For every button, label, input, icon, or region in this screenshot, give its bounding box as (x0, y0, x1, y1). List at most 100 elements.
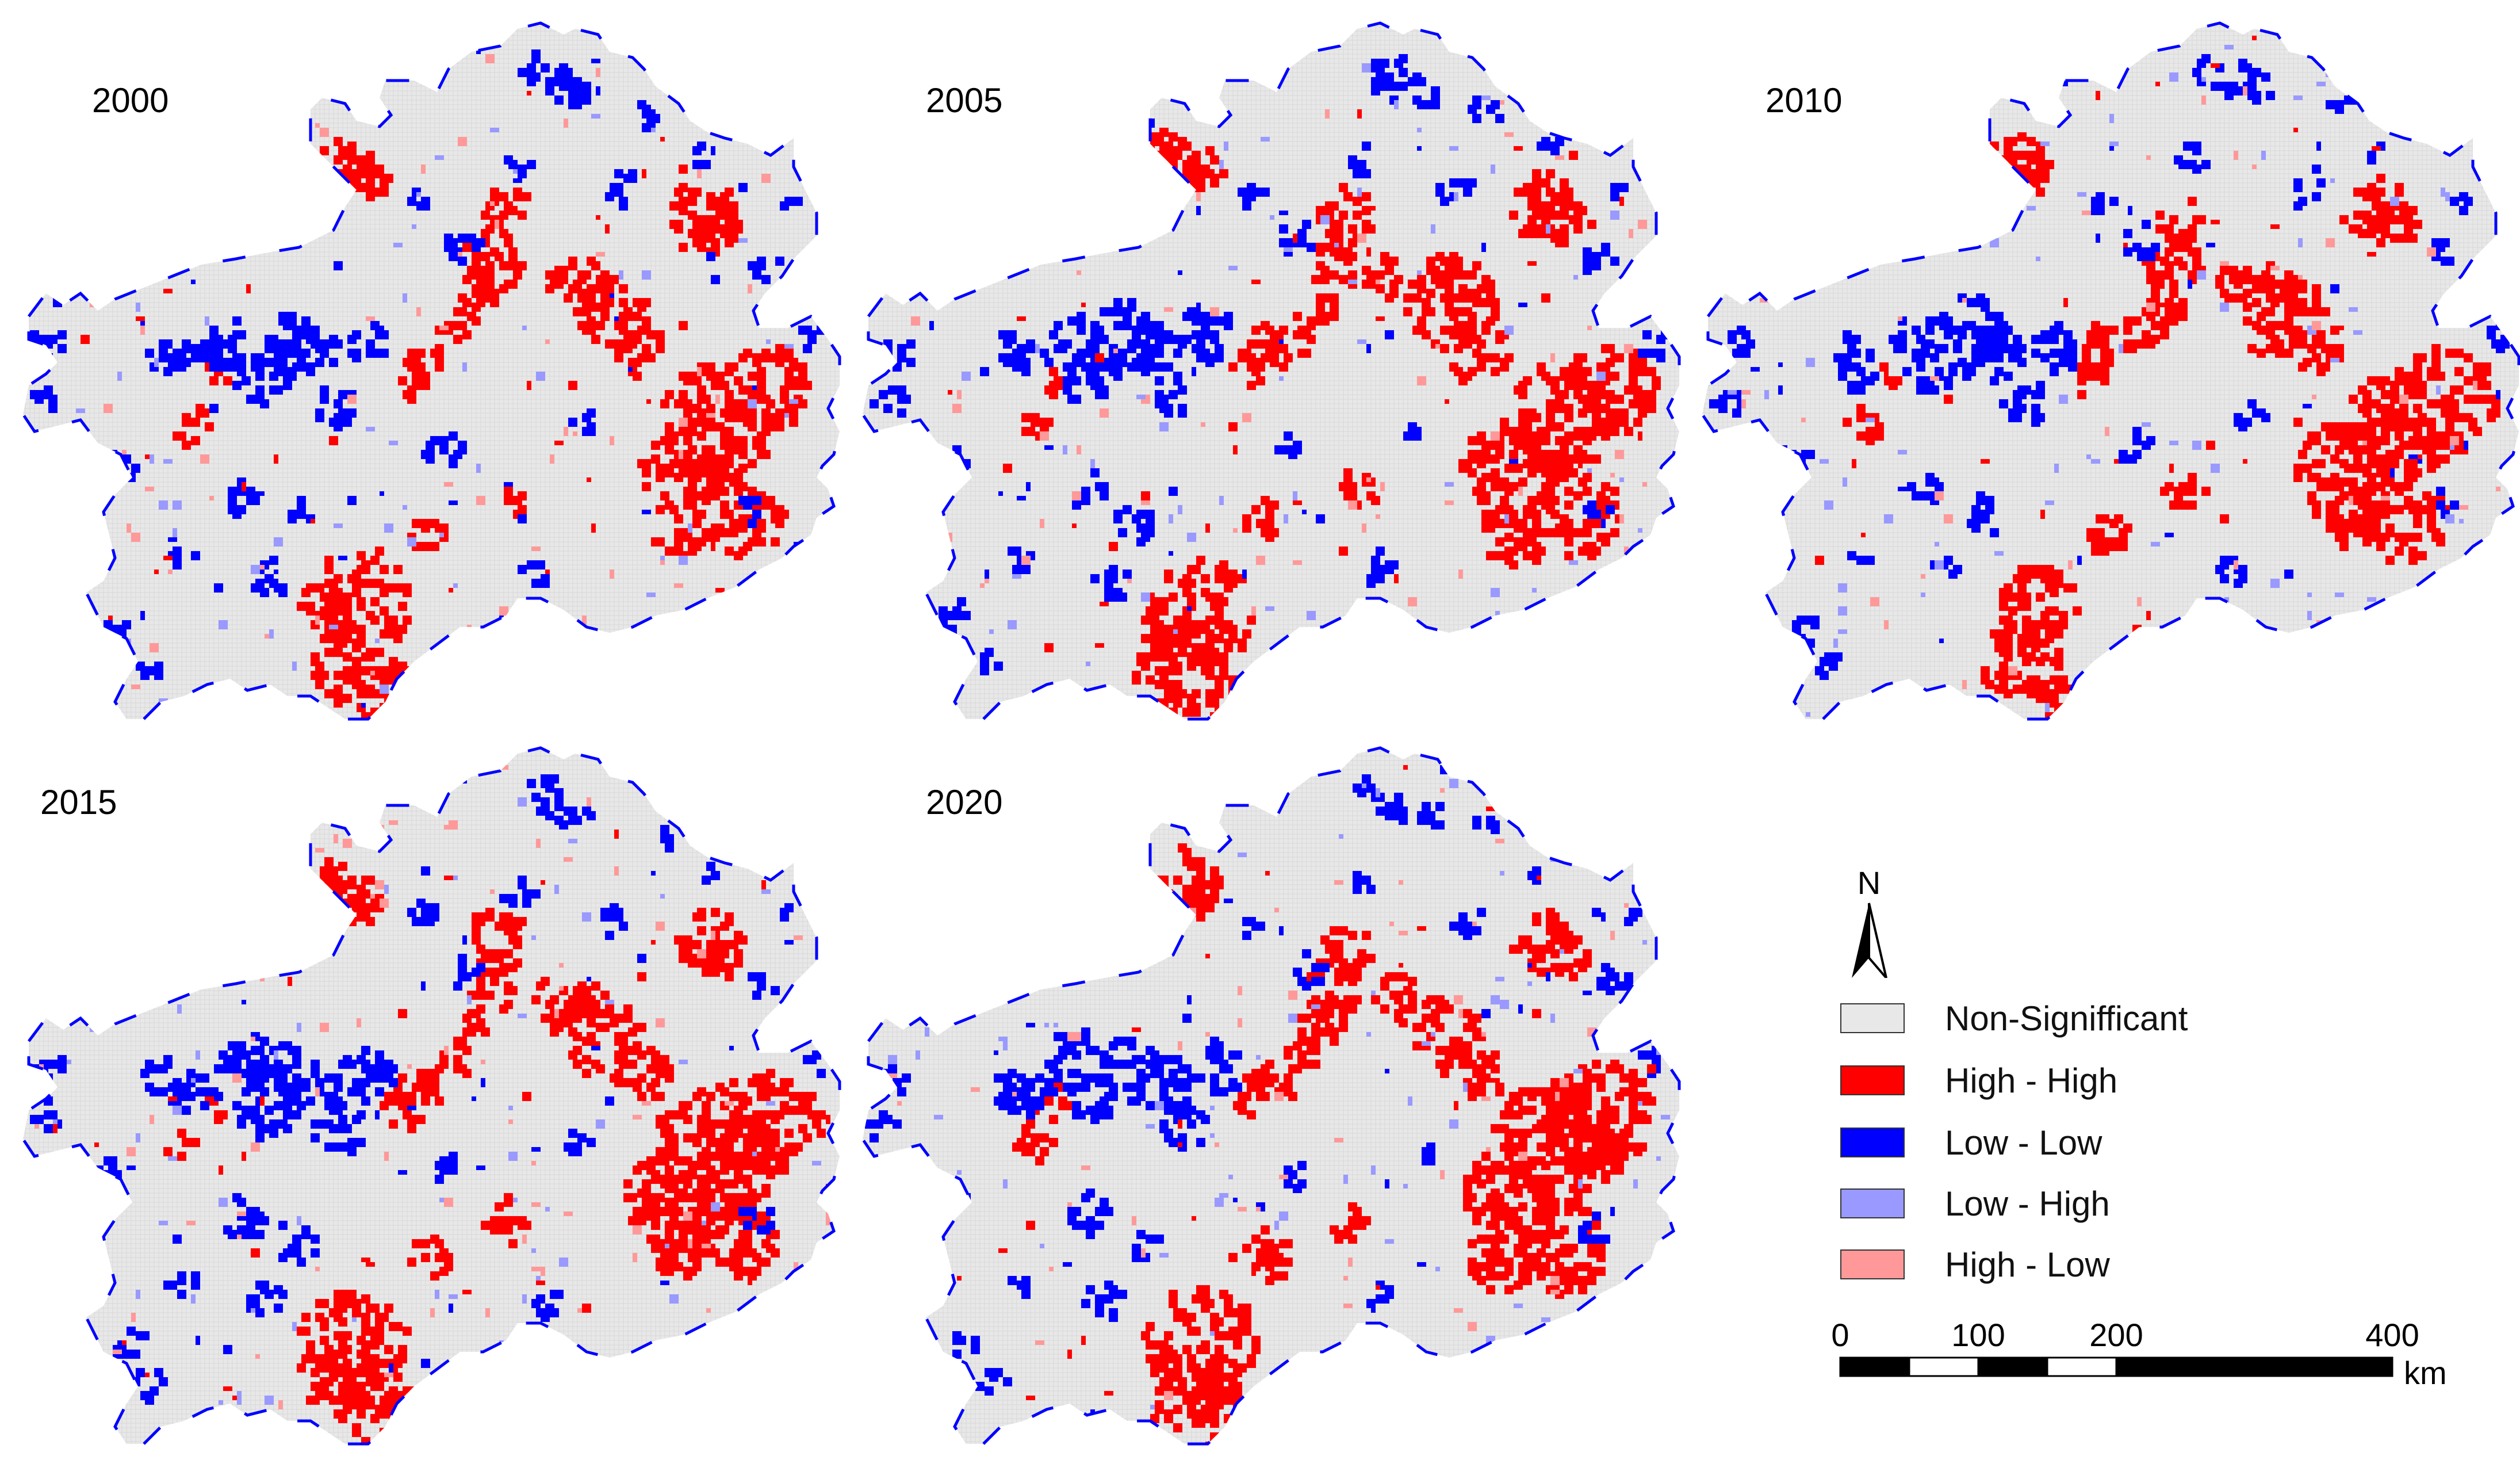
high-high-cell (2040, 689, 2050, 698)
high-high-cell (2022, 183, 2031, 192)
low-high-cell (2390, 197, 2399, 206)
low-low-cell (1044, 445, 1054, 450)
high-high-cell (1348, 491, 1357, 500)
high-high-cell (338, 862, 347, 871)
high-low-cell (2326, 238, 2335, 247)
low-high-cell (269, 629, 274, 639)
high-high-cell (1560, 459, 1569, 468)
low-low-cell (642, 105, 651, 114)
low-low-cell (338, 390, 347, 399)
low-low-cell (2266, 91, 2275, 100)
low-high-cell (789, 399, 798, 404)
high-high-cell (508, 935, 518, 945)
low-high-cell (173, 528, 177, 537)
low-low-cell (2008, 349, 2017, 358)
high-high-cell (729, 215, 738, 224)
low-low-cell (879, 349, 888, 358)
high-high-cell (435, 344, 444, 353)
low-high-cell (1935, 560, 1944, 570)
high-high-cell (1509, 514, 1518, 523)
high-high-cell (2339, 459, 2349, 468)
low-low-cell (2408, 454, 2418, 459)
low-low-cell (1008, 546, 1017, 556)
low-low-cell (283, 376, 292, 385)
high-high-cell (1532, 192, 1541, 201)
high-high-cell (1504, 487, 1514, 496)
high-high-cell (136, 316, 145, 321)
high-low-cell (1201, 422, 1205, 427)
high-high-cell (642, 468, 651, 477)
high-high-cell (688, 954, 697, 963)
high-high-cell (2404, 372, 2413, 381)
low-low-cell (980, 367, 989, 376)
high-low-cell (980, 583, 985, 588)
low-low-cell (1647, 639, 1656, 648)
high-high-cell (720, 528, 729, 537)
high-high-cell (766, 500, 775, 510)
high-high-cell (163, 289, 173, 293)
high-high-cell (1532, 413, 1541, 422)
low-low-cell (2031, 404, 2040, 413)
high-high-cell (1173, 680, 1182, 689)
low-low-cell (1778, 385, 1783, 395)
high-high-cell (729, 399, 738, 408)
high-high-cell (738, 546, 748, 556)
high-high-cell (518, 261, 527, 270)
high-high-cell (715, 482, 725, 491)
high-high-cell (1205, 146, 1215, 155)
high-high-cell (1491, 468, 1500, 477)
low-low-cell (897, 385, 906, 395)
low-low-cell (1592, 252, 1601, 261)
low-low-cell (1021, 358, 1031, 367)
low-low-cell (223, 339, 232, 349)
low-low-cell (2441, 238, 2450, 247)
high-high-cell (1601, 496, 1610, 505)
low-high-cell (2091, 459, 2100, 464)
low-low-cell (536, 579, 545, 588)
high-high-cell (2155, 211, 2165, 220)
low-low-cell (278, 583, 288, 593)
high-high-cell (476, 912, 485, 922)
low-low-cell (1307, 243, 1316, 252)
high-high-cell (1187, 565, 1196, 574)
high-high-cell (366, 178, 375, 188)
high-high-cell (1173, 666, 1182, 675)
low-low-cell (985, 570, 989, 579)
high-high-cell (2031, 629, 2040, 639)
low-low-cell (2031, 413, 2040, 422)
high-high-cell (2123, 339, 2132, 349)
high-high-cell (2004, 137, 2013, 146)
low-low-cell (2123, 247, 2132, 257)
high-high-cell (1555, 238, 1564, 247)
low-low-cell (1146, 330, 1155, 339)
high-high-cell (775, 418, 784, 427)
high-high-cell (1458, 335, 1468, 344)
high-high-cell (2321, 422, 2330, 431)
high-high-cell (600, 293, 610, 303)
low-low-cell (380, 349, 389, 358)
high-high-cell (669, 459, 679, 468)
low-low-cell (2008, 31, 2013, 40)
high-high-cell (1279, 344, 1288, 353)
high-high-cell (784, 349, 794, 358)
low-high-cell (619, 270, 623, 280)
low-low-cell (1852, 335, 1861, 344)
high-low-cell (1921, 574, 1925, 579)
high-high-cell (2243, 316, 2252, 326)
low-low-cell (1833, 652, 1843, 662)
map-year-label: 2005 (926, 81, 1003, 120)
high-high-cell (1999, 178, 2008, 188)
low-low-cell (274, 570, 278, 574)
high-low-cell (1944, 514, 1953, 523)
low-low-cell (1127, 298, 1136, 307)
high-high-cell (1944, 174, 1953, 183)
high-high-cell (2330, 422, 2339, 431)
high-low-cell (117, 201, 127, 206)
high-high-cell (2063, 712, 2073, 719)
high-high-cell (2059, 611, 2068, 620)
low-low-cell (1169, 390, 1178, 399)
high-high-cell (2017, 634, 2027, 643)
high-high-cell (2316, 339, 2326, 349)
low-low-cell (232, 381, 242, 390)
high-high-cell (734, 436, 743, 445)
